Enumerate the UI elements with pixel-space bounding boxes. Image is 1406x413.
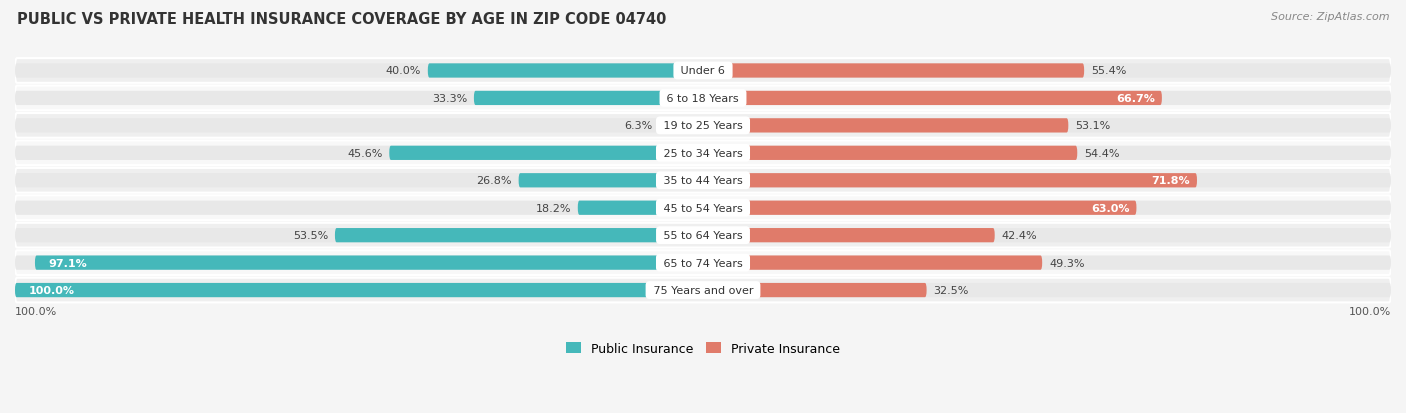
FancyBboxPatch shape — [15, 223, 1391, 248]
Text: 53.5%: 53.5% — [292, 230, 328, 241]
Text: 100.0%: 100.0% — [28, 285, 75, 295]
FancyBboxPatch shape — [703, 92, 1161, 106]
FancyBboxPatch shape — [15, 114, 1391, 138]
Text: PUBLIC VS PRIVATE HEALTH INSURANCE COVERAGE BY AGE IN ZIP CODE 04740: PUBLIC VS PRIVATE HEALTH INSURANCE COVER… — [17, 12, 666, 27]
FancyBboxPatch shape — [15, 64, 703, 78]
FancyBboxPatch shape — [15, 146, 703, 161]
FancyBboxPatch shape — [703, 92, 1391, 106]
FancyBboxPatch shape — [703, 119, 1391, 133]
FancyBboxPatch shape — [703, 174, 1197, 188]
FancyBboxPatch shape — [15, 92, 703, 106]
FancyBboxPatch shape — [335, 228, 703, 243]
FancyBboxPatch shape — [703, 119, 1069, 133]
Text: Under 6: Under 6 — [678, 66, 728, 76]
FancyBboxPatch shape — [15, 278, 1391, 303]
FancyBboxPatch shape — [15, 251, 1391, 275]
FancyBboxPatch shape — [703, 228, 1391, 243]
FancyBboxPatch shape — [703, 64, 1391, 78]
FancyBboxPatch shape — [703, 146, 1077, 161]
Text: 66.7%: 66.7% — [1116, 94, 1154, 104]
Text: 6 to 18 Years: 6 to 18 Years — [664, 94, 742, 104]
FancyBboxPatch shape — [15, 283, 703, 297]
Text: 40.0%: 40.0% — [385, 66, 420, 76]
FancyBboxPatch shape — [703, 201, 1136, 215]
FancyBboxPatch shape — [703, 283, 1391, 297]
Text: 45.6%: 45.6% — [347, 148, 382, 159]
Text: 35 to 44 Years: 35 to 44 Years — [659, 176, 747, 186]
Text: 49.3%: 49.3% — [1049, 258, 1084, 268]
Text: 6.3%: 6.3% — [624, 121, 652, 131]
FancyBboxPatch shape — [703, 64, 1084, 78]
Legend: Public Insurance, Private Insurance: Public Insurance, Private Insurance — [561, 337, 845, 360]
Text: 63.0%: 63.0% — [1091, 203, 1129, 213]
FancyBboxPatch shape — [15, 86, 1391, 111]
FancyBboxPatch shape — [15, 119, 703, 133]
FancyBboxPatch shape — [35, 256, 703, 270]
FancyBboxPatch shape — [703, 174, 1391, 188]
FancyBboxPatch shape — [703, 228, 994, 243]
FancyBboxPatch shape — [15, 59, 1391, 83]
FancyBboxPatch shape — [659, 119, 703, 133]
Text: 100.0%: 100.0% — [15, 306, 58, 316]
FancyBboxPatch shape — [15, 201, 703, 215]
FancyBboxPatch shape — [15, 283, 703, 297]
FancyBboxPatch shape — [703, 283, 927, 297]
FancyBboxPatch shape — [427, 64, 703, 78]
FancyBboxPatch shape — [703, 146, 1391, 161]
FancyBboxPatch shape — [519, 174, 703, 188]
Text: 42.4%: 42.4% — [1001, 230, 1038, 241]
Text: 19 to 25 Years: 19 to 25 Years — [659, 121, 747, 131]
Text: 45 to 54 Years: 45 to 54 Years — [659, 203, 747, 213]
FancyBboxPatch shape — [703, 256, 1391, 270]
Text: 97.1%: 97.1% — [49, 258, 87, 268]
FancyBboxPatch shape — [578, 201, 703, 215]
Text: 26.8%: 26.8% — [477, 176, 512, 186]
Text: 53.1%: 53.1% — [1076, 121, 1111, 131]
FancyBboxPatch shape — [474, 92, 703, 106]
FancyBboxPatch shape — [15, 196, 1391, 221]
FancyBboxPatch shape — [703, 201, 1391, 215]
Text: 25 to 34 Years: 25 to 34 Years — [659, 148, 747, 159]
FancyBboxPatch shape — [15, 174, 703, 188]
FancyBboxPatch shape — [389, 146, 703, 161]
Text: 55 to 64 Years: 55 to 64 Years — [659, 230, 747, 241]
Text: 18.2%: 18.2% — [536, 203, 571, 213]
FancyBboxPatch shape — [15, 141, 1391, 166]
FancyBboxPatch shape — [703, 256, 1042, 270]
Text: Source: ZipAtlas.com: Source: ZipAtlas.com — [1271, 12, 1389, 22]
FancyBboxPatch shape — [15, 256, 703, 270]
Text: 100.0%: 100.0% — [1348, 306, 1391, 316]
Text: 71.8%: 71.8% — [1152, 176, 1189, 186]
Text: 65 to 74 Years: 65 to 74 Years — [659, 258, 747, 268]
Text: 75 Years and over: 75 Years and over — [650, 285, 756, 295]
Text: 33.3%: 33.3% — [432, 94, 467, 104]
FancyBboxPatch shape — [15, 169, 1391, 193]
Text: 32.5%: 32.5% — [934, 285, 969, 295]
Text: 55.4%: 55.4% — [1091, 66, 1126, 76]
Text: 54.4%: 54.4% — [1084, 148, 1119, 159]
FancyBboxPatch shape — [15, 228, 703, 243]
